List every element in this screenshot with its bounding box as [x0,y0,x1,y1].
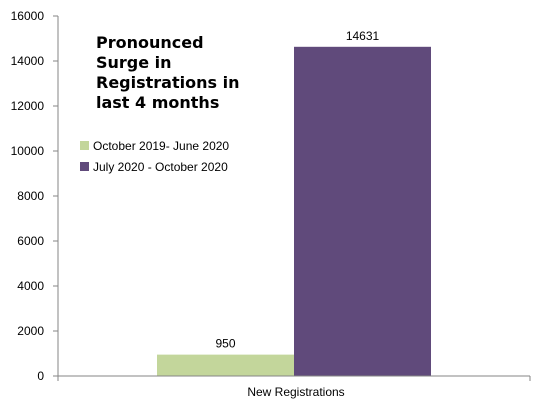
y-tick-label: 14000 [11,54,45,68]
x-axis: New Registrations [57,375,531,399]
y-tick-label: 4000 [17,279,44,293]
y-tick-label: 16000 [11,9,45,23]
legend: October 2019- June 2020 July 2020 - Octo… [80,139,229,174]
bar-1 [157,354,294,376]
data-label-2: 14631 [346,29,380,43]
bar-2 [294,46,431,377]
y-tick-label: 6000 [17,234,44,248]
title-line-1: Pronounced [96,33,204,52]
legend-label-series-2: July 2020 - October 2020 [93,160,228,174]
y-tick-label: 2000 [17,324,44,338]
title-line-3: Registrations in [96,73,239,92]
x-category-label: New Registrations [247,385,344,399]
legend-swatch-series-2 [80,162,89,171]
title-line-2: Surge in [96,53,172,72]
y-tick-label: 0 [37,369,44,383]
legend-swatch-series-1 [80,141,89,150]
y-tick-label: 10000 [11,144,45,158]
y-axis: 0 2000 4000 6000 8000 10000 12000 14000 16000 [11,9,59,383]
legend-label-series-1: October 2019- June 2020 [93,139,229,153]
title-line-4: last 4 months [96,93,219,112]
y-tick-label: 8000 [17,189,44,203]
chart-title: Pronounced Surge in Registrations in las… [96,33,239,112]
y-tick-label: 12000 [11,99,45,113]
bar-group: 950 14631 [157,29,431,377]
data-label-1: 950 [215,337,235,351]
